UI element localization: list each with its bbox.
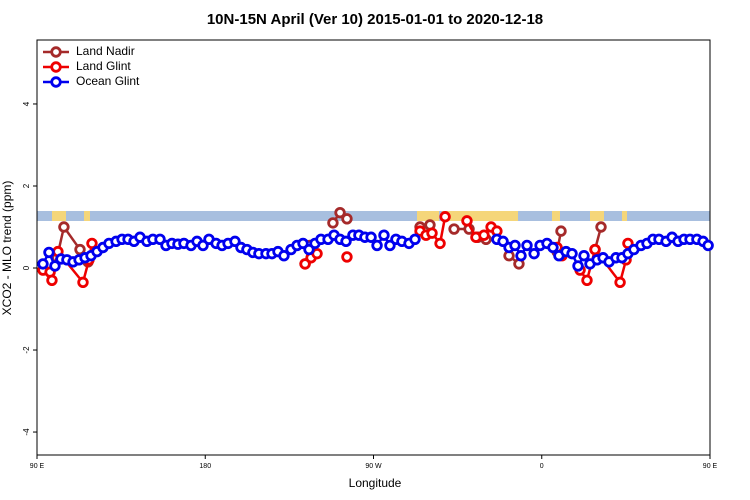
marker xyxy=(528,247,540,260)
legend-marker xyxy=(50,61,62,73)
marker xyxy=(581,274,593,287)
marker xyxy=(589,243,601,256)
x-tick-label: 180 xyxy=(199,463,211,470)
marker xyxy=(521,239,533,252)
x-axis-label: Longitude xyxy=(349,476,402,490)
marker xyxy=(702,239,714,252)
marker xyxy=(578,250,590,262)
legend-label: Ocean Glint xyxy=(76,74,140,88)
legend-marker xyxy=(50,46,62,58)
marker xyxy=(572,260,584,272)
marker xyxy=(46,274,58,287)
marker xyxy=(371,239,383,252)
marker xyxy=(278,250,290,262)
y-tick-label: 0 xyxy=(22,265,31,270)
marker xyxy=(448,223,460,235)
map-strip xyxy=(37,211,710,221)
marker xyxy=(77,276,89,289)
y-tick-label: -2 xyxy=(22,346,31,354)
legend-label: Land Nadir xyxy=(76,44,135,58)
marker xyxy=(439,211,451,223)
legend-marker xyxy=(50,76,62,88)
marker xyxy=(341,213,353,225)
marker xyxy=(58,221,70,233)
marker xyxy=(340,235,352,248)
marker xyxy=(478,229,490,241)
legend-label: Land Glint xyxy=(76,59,131,73)
y-axis-label: XCO2 - MLO trend (ppm) xyxy=(0,181,14,316)
x-tick-label: 90 W xyxy=(365,463,382,470)
marker xyxy=(566,247,578,260)
marker xyxy=(341,251,353,263)
marker xyxy=(426,227,438,239)
marker xyxy=(555,225,567,237)
marker xyxy=(74,243,86,256)
marker xyxy=(43,246,55,259)
marker xyxy=(547,241,559,254)
marker xyxy=(509,239,521,252)
marker xyxy=(327,217,339,229)
marker xyxy=(614,276,626,289)
marker xyxy=(37,258,49,270)
marker xyxy=(86,237,98,250)
x-tick-label: 90 E xyxy=(703,463,718,470)
marker xyxy=(378,229,390,241)
x-tick-label: 90 E xyxy=(30,463,45,470)
marker xyxy=(409,233,421,245)
marker xyxy=(334,206,346,219)
y-tick-label: 4 xyxy=(22,101,31,106)
marker xyxy=(434,237,446,250)
marker xyxy=(595,221,607,233)
x-tick-label: 0 xyxy=(540,463,544,470)
y-tick-label: -4 xyxy=(22,428,31,436)
chart-title: 10N-15N April (Ver 10) 2015-01-01 to 202… xyxy=(207,11,543,28)
marker xyxy=(461,215,473,227)
marker xyxy=(515,250,527,262)
marker xyxy=(49,260,61,272)
y-tick-label: 2 xyxy=(22,183,31,188)
marker xyxy=(365,231,377,243)
